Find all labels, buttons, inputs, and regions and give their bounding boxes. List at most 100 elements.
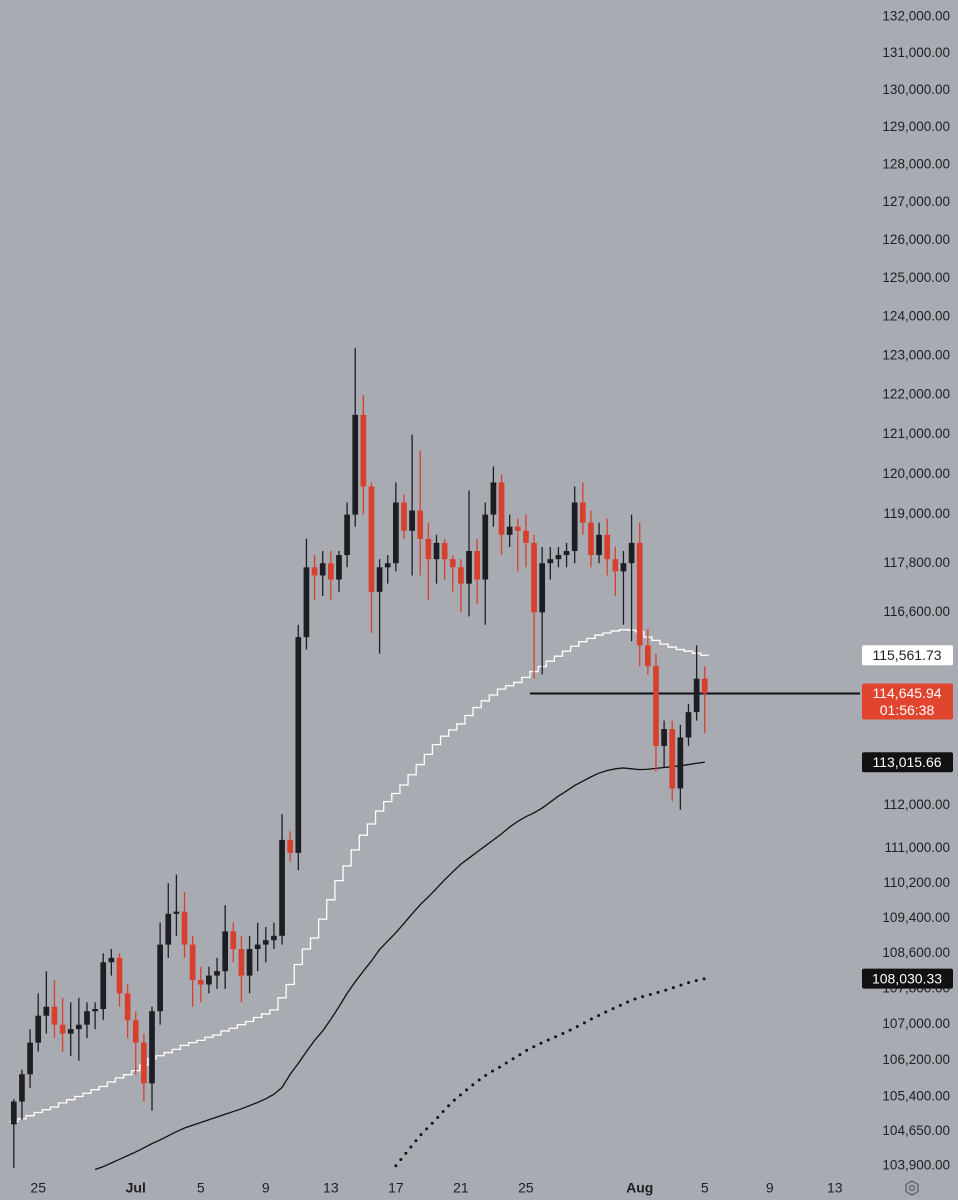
price-marker-box — [862, 683, 953, 720]
candle-body — [303, 567, 310, 638]
settings-icon[interactable] — [905, 1180, 919, 1196]
candle-body — [181, 911, 188, 945]
candle-body — [482, 514, 489, 580]
x-tick-label: 13 — [323, 1180, 339, 1196]
candle-body — [254, 944, 261, 950]
candle-body — [612, 559, 619, 572]
candle-body — [84, 1011, 90, 1025]
candle-body — [35, 1015, 42, 1043]
moving-average-line — [9, 629, 709, 1123]
settings-dot[interactable] — [908, 1184, 916, 1192]
x-tick-label: 5 — [197, 1180, 205, 1196]
candle-body — [531, 542, 537, 613]
candle-body — [490, 482, 497, 515]
candle-body — [206, 975, 212, 985]
candle-body — [100, 962, 107, 1009]
candle-body — [116, 957, 123, 994]
candle-body — [376, 567, 383, 592]
candle-body — [555, 555, 562, 560]
y-tick-label: 103,900.00 — [882, 1157, 950, 1172]
x-tick-label: 25 — [518, 1180, 534, 1196]
candle-body — [417, 510, 424, 539]
candle-body — [620, 563, 627, 572]
candle-body — [27, 1042, 33, 1075]
moving-average-line — [94, 761, 705, 1171]
price-marker-label: 114,645.94 — [872, 685, 941, 701]
candle-body — [271, 935, 277, 941]
candle-body — [628, 542, 635, 564]
y-tick-label: 117,800.00 — [883, 555, 950, 570]
price-marker-box — [862, 645, 953, 666]
y-tick-label: 119,000.00 — [883, 506, 950, 521]
candle-body — [246, 949, 253, 976]
price-marker-box — [862, 752, 953, 773]
candle-body — [59, 1024, 66, 1034]
candle-body — [336, 555, 342, 580]
x-tick-label: 17 — [388, 1180, 404, 1196]
candle-body — [588, 522, 594, 556]
candle-body — [360, 414, 367, 487]
candle-body — [352, 414, 359, 515]
y-tick-label: 105,400.00 — [882, 1089, 950, 1104]
y-tick-label: 120,000.00 — [882, 466, 950, 481]
y-tick-label: 108,600.00 — [882, 945, 950, 960]
y-tick-label: 109,400.00 — [882, 910, 950, 925]
candle-body — [547, 559, 554, 564]
candle-body — [295, 637, 302, 853]
candle-body — [677, 737, 684, 789]
y-tick-label: 124,000.00 — [882, 309, 950, 324]
y-tick-label: 107,000.00 — [882, 1016, 950, 1031]
candle-body — [449, 559, 456, 568]
x-tick-label: 9 — [766, 1180, 774, 1196]
candle-body — [10, 1101, 17, 1125]
candle-body — [474, 551, 480, 580]
plot-area — [9, 348, 860, 1171]
candle-body — [149, 1011, 155, 1084]
candle-body — [685, 712, 692, 738]
y-tick-label: 126,000.00 — [882, 232, 950, 247]
y-tick-label: 121,000.00 — [882, 426, 950, 441]
x-tick-label: 21 — [453, 1180, 469, 1196]
candle-body — [92, 1008, 98, 1012]
candle-body — [279, 839, 285, 936]
y-tick-label: 112,000.00 — [883, 797, 950, 812]
candle-body — [108, 957, 115, 963]
candle-body — [645, 645, 651, 667]
candle-body — [230, 931, 237, 950]
settings-hexagon[interactable] — [905, 1180, 919, 1196]
candle-body — [51, 1006, 58, 1025]
candle-body — [579, 502, 586, 523]
x-tick-label: 5 — [701, 1180, 709, 1196]
y-tick-label: 111,000.00 — [884, 840, 950, 855]
y-tick-label: 122,000.00 — [882, 387, 950, 402]
candle-body — [124, 993, 131, 1021]
candle-body — [262, 940, 269, 945]
candle-body — [222, 931, 229, 972]
candle-body — [173, 911, 180, 914]
candle-body — [384, 563, 391, 568]
candle-body — [67, 1029, 74, 1034]
candle-body — [563, 551, 570, 556]
x-tick-label: 13 — [827, 1180, 843, 1196]
candle-body — [506, 526, 513, 535]
y-tick-label: 131,000.00 — [882, 45, 950, 60]
candle-body — [498, 482, 505, 535]
axis-layer: 132,000.00 131,000.00 130,000.00 129,000.00… — [30, 9, 950, 1196]
candle-body — [319, 563, 326, 576]
candle-body — [701, 678, 708, 694]
y-tick-label: 116,600.00 — [883, 604, 950, 619]
candle-body — [661, 728, 667, 746]
candle-body — [425, 538, 432, 560]
candle-body — [19, 1074, 25, 1102]
price-marker-label: 113,015.66 — [872, 754, 941, 770]
candle-body — [157, 944, 163, 1012]
candle-body — [409, 510, 415, 531]
x-tick-label: Aug — [626, 1180, 653, 1196]
candle-body — [214, 971, 220, 976]
x-tick-label: 9 — [262, 1180, 270, 1196]
candle-body — [189, 944, 196, 981]
y-tick-label: 110,200.00 — [883, 875, 950, 890]
x-tick-label: Jul — [126, 1180, 146, 1196]
